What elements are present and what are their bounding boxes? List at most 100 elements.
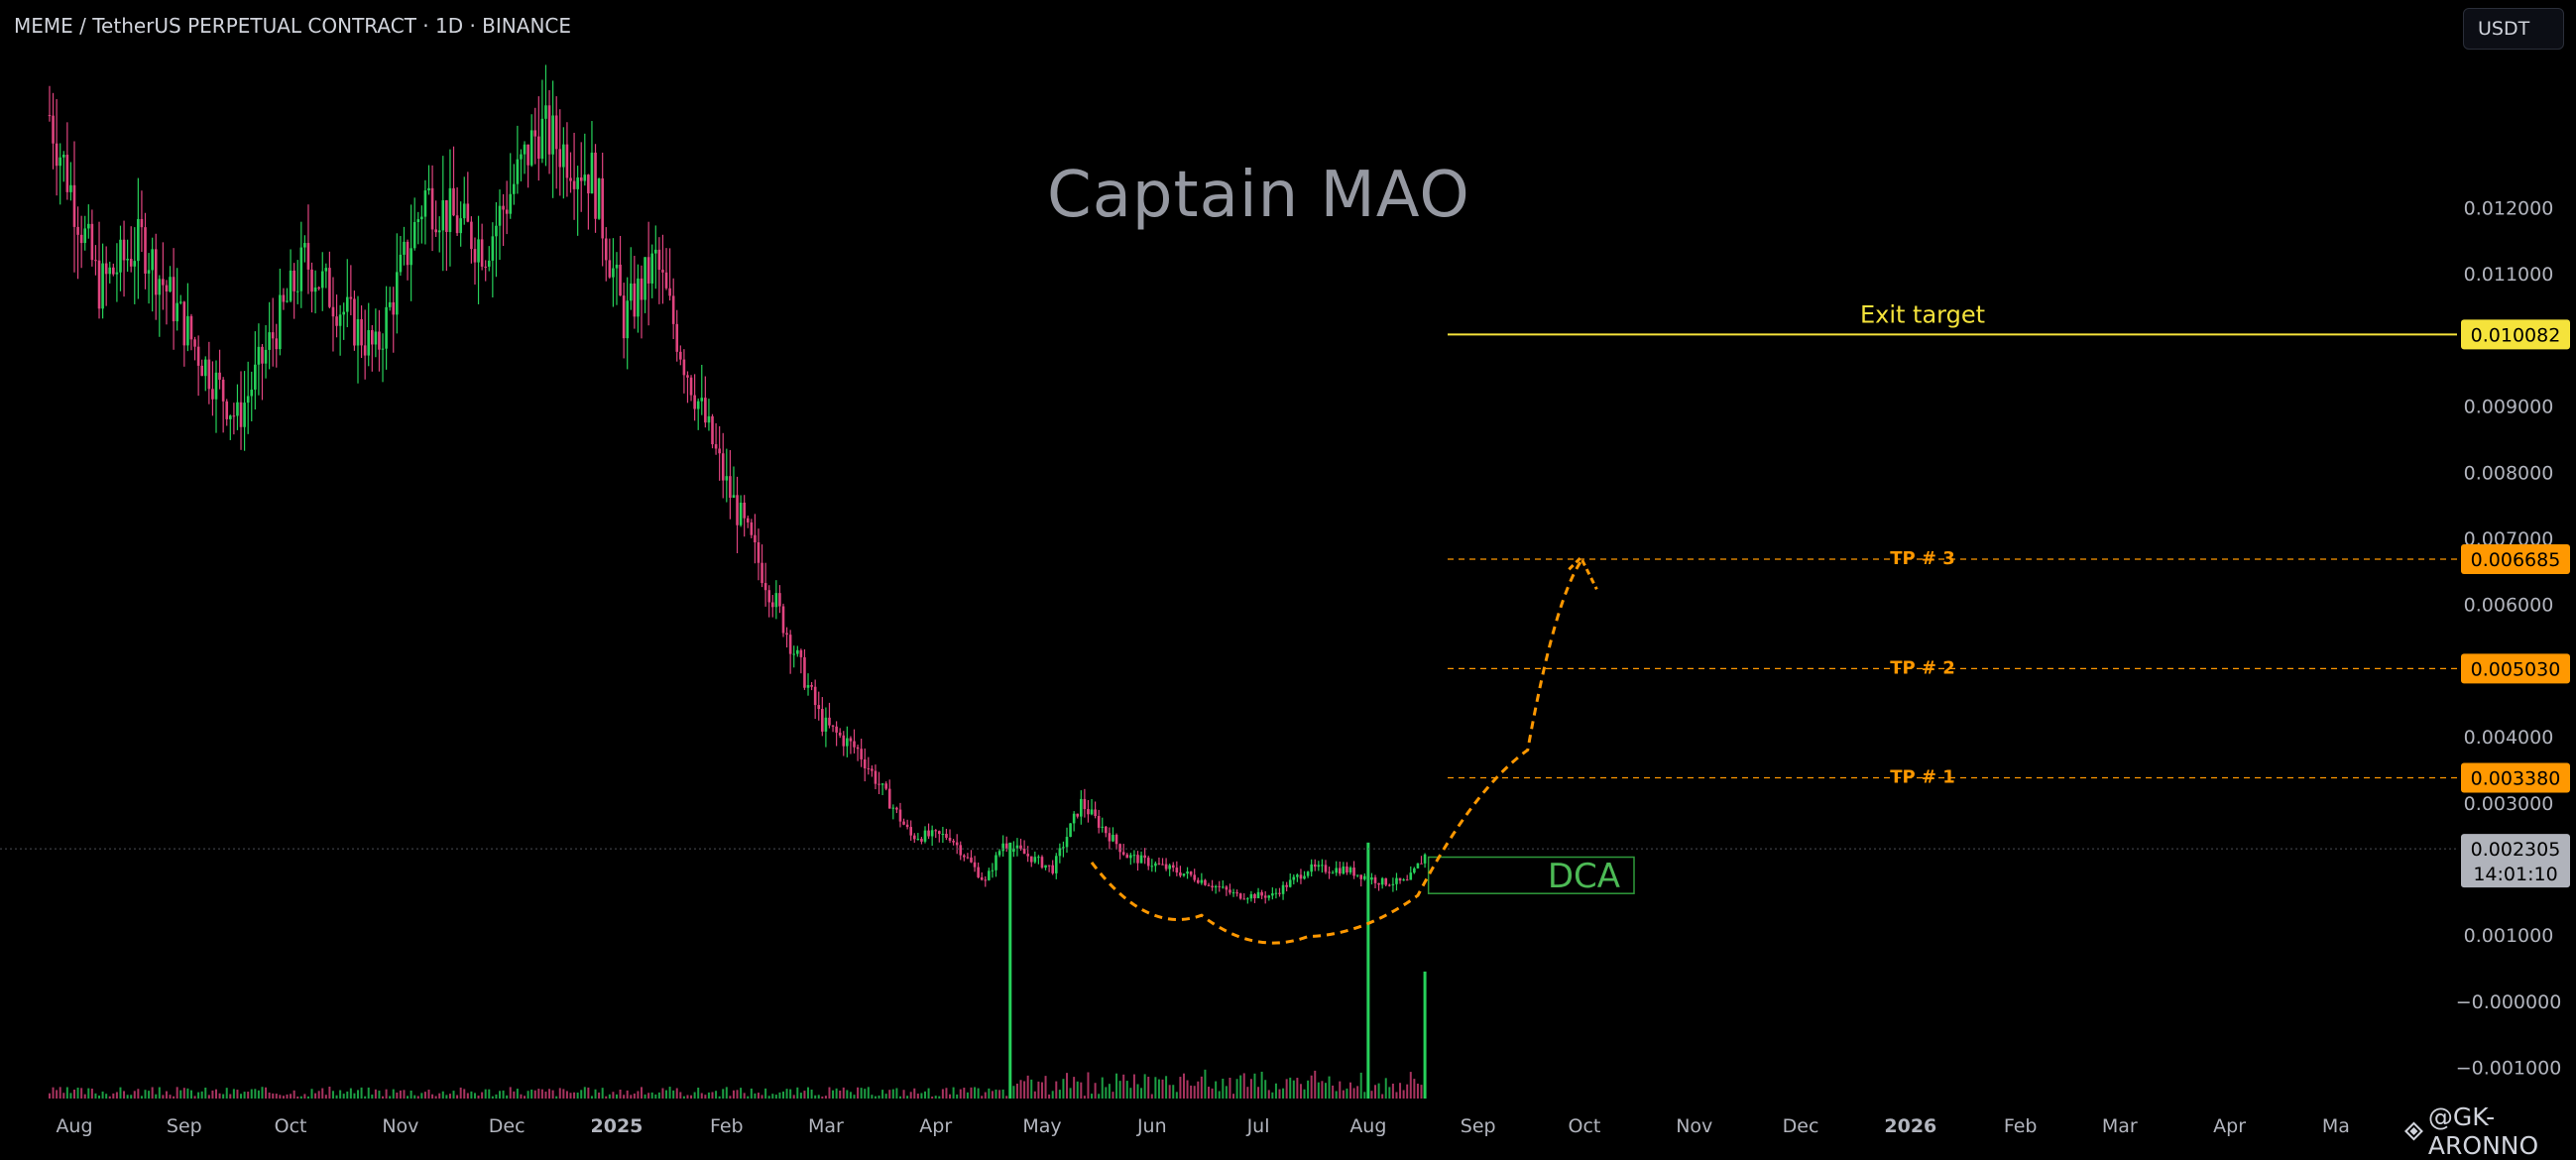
- candle: [115, 272, 119, 275]
- candle: [887, 788, 891, 809]
- volume-bar: [222, 1094, 225, 1099]
- candle: [668, 288, 671, 296]
- volume-bar: [1044, 1076, 1047, 1099]
- symbol-title[interactable]: MEME / TetherUS PERPETUAL CONTRACT · 1D …: [14, 14, 572, 38]
- candle: [147, 270, 151, 274]
- volume-bar: [931, 1096, 934, 1099]
- candle: [232, 415, 236, 417]
- volume-bar: [1147, 1077, 1150, 1099]
- projection-arrowhead: [1568, 554, 1598, 591]
- volume-bar: [1012, 1086, 1015, 1099]
- candle: [133, 261, 137, 267]
- candle: [498, 205, 502, 226]
- candle: [1139, 855, 1143, 864]
- candle: [1150, 866, 1154, 868]
- candle: [459, 218, 462, 234]
- candle: [637, 278, 640, 317]
- candle: [487, 260, 491, 267]
- volume-bar: [1225, 1086, 1228, 1099]
- volume-bar: [459, 1087, 462, 1099]
- candle: [970, 857, 973, 863]
- volume-bar: [1062, 1079, 1065, 1099]
- candle: [513, 183, 516, 194]
- volume-bar: [974, 1087, 977, 1099]
- candle: [572, 180, 576, 189]
- volume-bar: [959, 1089, 962, 1099]
- volume-bar: [1260, 1071, 1263, 1099]
- volume-bar: [1140, 1088, 1143, 1099]
- candle: [1398, 877, 1402, 881]
- candle: [293, 270, 295, 291]
- volume-bar: [353, 1093, 356, 1099]
- candle: [984, 879, 988, 881]
- volume-bar: [846, 1090, 849, 1099]
- candle: [264, 349, 268, 364]
- level-label: Exit target: [1860, 300, 1985, 328]
- candle: [806, 685, 810, 688]
- candle: [477, 239, 480, 263]
- volume-bar: [1193, 1086, 1196, 1099]
- candle: [211, 389, 214, 400]
- volume-bar: [672, 1090, 675, 1099]
- candle: [218, 372, 221, 380]
- candle: [540, 118, 544, 160]
- candle: [576, 176, 579, 189]
- candle: [1108, 833, 1112, 842]
- volume-bar: [481, 1092, 484, 1099]
- candle: [1313, 864, 1317, 868]
- candle: [1335, 868, 1338, 873]
- time-tick: Jun: [1136, 1115, 1167, 1137]
- candle: [423, 190, 427, 217]
- volume-bar: [1391, 1083, 1394, 1099]
- volume-bar: [1267, 1090, 1270, 1099]
- candle: [835, 726, 838, 733]
- candle: [725, 476, 729, 481]
- volume-bar: [814, 1095, 817, 1099]
- candle: [562, 144, 565, 168]
- volume-bar: [108, 1096, 111, 1099]
- candle: [909, 827, 912, 836]
- volume-bar: [898, 1096, 901, 1099]
- volume-bar: [1030, 1079, 1033, 1099]
- volume-bar: [1363, 1092, 1366, 1099]
- candle: [973, 862, 977, 868]
- volume-bar: [686, 1095, 689, 1099]
- candle: [739, 503, 743, 525]
- volume-bar: [995, 1089, 997, 1099]
- candles-layer: [48, 64, 1427, 904]
- candle: [1377, 882, 1380, 885]
- candle: [682, 359, 686, 376]
- volume-bar: [1211, 1088, 1214, 1099]
- candle: [1246, 898, 1249, 900]
- volume-bar: [778, 1092, 781, 1099]
- candle: [1171, 865, 1175, 869]
- volume-bar: [506, 1095, 509, 1099]
- volume-bar: [1384, 1078, 1387, 1099]
- candle: [480, 239, 484, 267]
- volume-bar: [650, 1092, 653, 1099]
- volume-bar: [299, 1096, 302, 1099]
- candle: [505, 209, 509, 214]
- candle: [186, 315, 189, 346]
- candle: [1317, 865, 1321, 868]
- volume-bar: [941, 1089, 944, 1099]
- volume-bar: [803, 1091, 806, 1099]
- volume-bar: [182, 1088, 185, 1099]
- candle: [569, 177, 572, 181]
- time-tick: Oct: [1569, 1115, 1601, 1137]
- volume-bar: [1136, 1084, 1139, 1099]
- volume-bar: [243, 1092, 246, 1099]
- volume-bar: [644, 1094, 646, 1099]
- candle: [700, 398, 704, 402]
- candle: [1112, 834, 1114, 842]
- time-tick: May: [1022, 1115, 1061, 1137]
- candle: [863, 758, 867, 768]
- candle: [97, 260, 101, 309]
- time-tick: Sep: [1461, 1115, 1496, 1137]
- candle: [129, 259, 133, 267]
- volume-bar: [736, 1090, 739, 1099]
- volume-bar: [130, 1095, 133, 1099]
- volume-bar: [1101, 1077, 1104, 1099]
- currency-button[interactable]: USDT: [2463, 8, 2564, 50]
